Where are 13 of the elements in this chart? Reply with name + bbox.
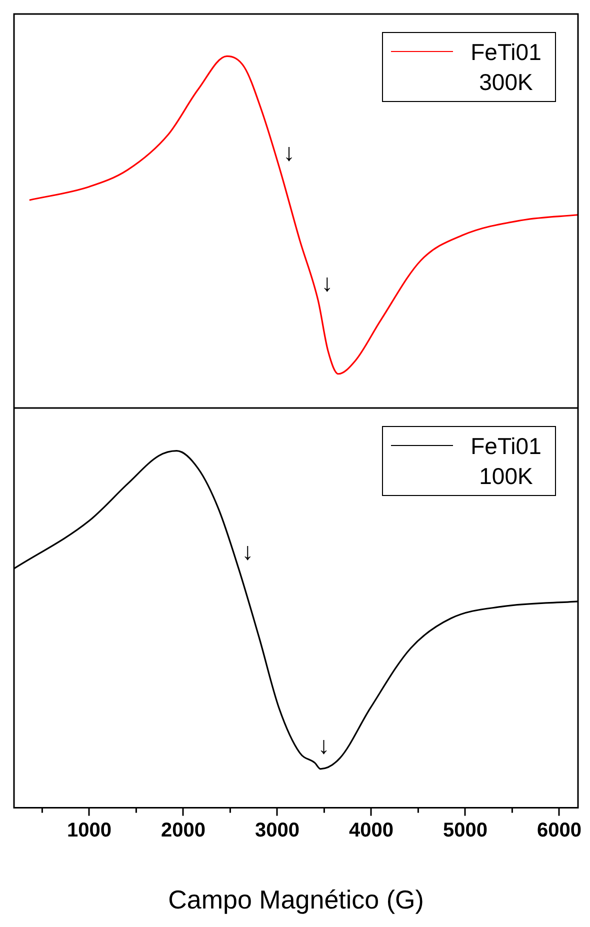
- x-tick-label: 5000: [442, 819, 488, 842]
- x-tick-label: 6000: [536, 819, 582, 842]
- legend-label: FeTi01 300K: [470, 38, 542, 97]
- annotation: ↓: [283, 139, 296, 166]
- x-tick-label: 1000: [66, 819, 112, 842]
- x-tick-label: 4000: [348, 819, 394, 842]
- legend-label: FeTi01 100K: [470, 432, 542, 491]
- x-tick-label: 2000: [160, 819, 206, 842]
- x-axis-title: Campo Magnético (G): [168, 884, 424, 915]
- x-tick-label: 3000: [254, 819, 300, 842]
- annotation: ↓: [242, 538, 254, 566]
- annotation: ↓: [321, 270, 334, 297]
- annotation: ↓: [318, 732, 330, 760]
